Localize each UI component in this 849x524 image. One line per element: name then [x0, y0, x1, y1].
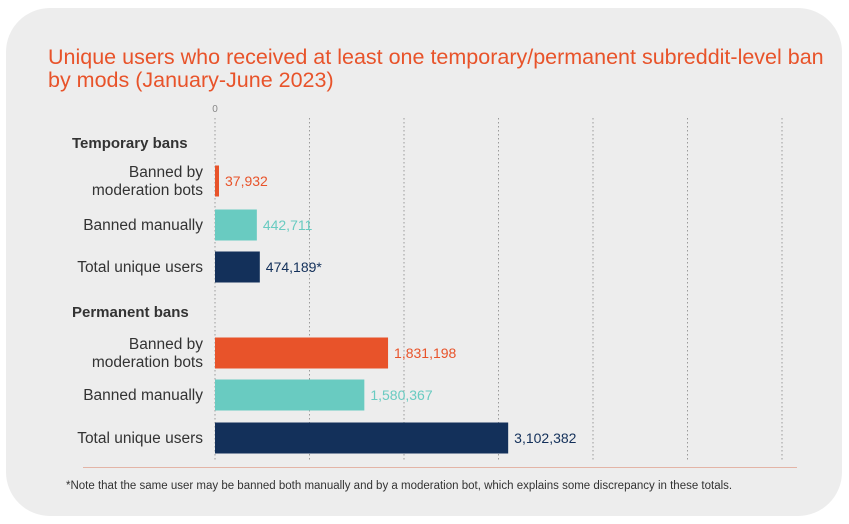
category-label: Banned manually	[83, 387, 203, 404]
footnote: *Note that the same user may be banned b…	[66, 480, 733, 492]
data-label: 1,580,367	[370, 387, 432, 403]
bar	[215, 209, 257, 241]
group-label: Temporary bans	[72, 135, 188, 152]
category-label: moderation bots	[92, 354, 203, 371]
bar	[215, 379, 365, 411]
category-label: moderation bots	[92, 182, 203, 199]
category-label: Total unique users	[77, 430, 203, 447]
bar	[215, 422, 509, 454]
group-label: Permanent bans	[72, 304, 189, 321]
data-label: 37,932	[225, 173, 268, 189]
bar	[215, 165, 219, 197]
data-label: 1,831,198	[394, 345, 456, 361]
data-label: 3,102,382	[514, 430, 576, 446]
category-label: Total unique users	[77, 259, 203, 276]
category-label: Banned by	[129, 336, 203, 353]
data-label: 474,189*	[266, 259, 323, 275]
chart-title: Unique users who received at least one t…	[48, 45, 824, 92]
data-label: 442,711	[263, 217, 313, 233]
bar	[215, 337, 389, 369]
category-label: Banned by	[129, 164, 203, 181]
bar	[215, 251, 260, 283]
category-label: Banned manually	[83, 217, 203, 234]
footnote-divider	[83, 467, 797, 468]
x-tick-label: 0	[212, 104, 218, 115]
